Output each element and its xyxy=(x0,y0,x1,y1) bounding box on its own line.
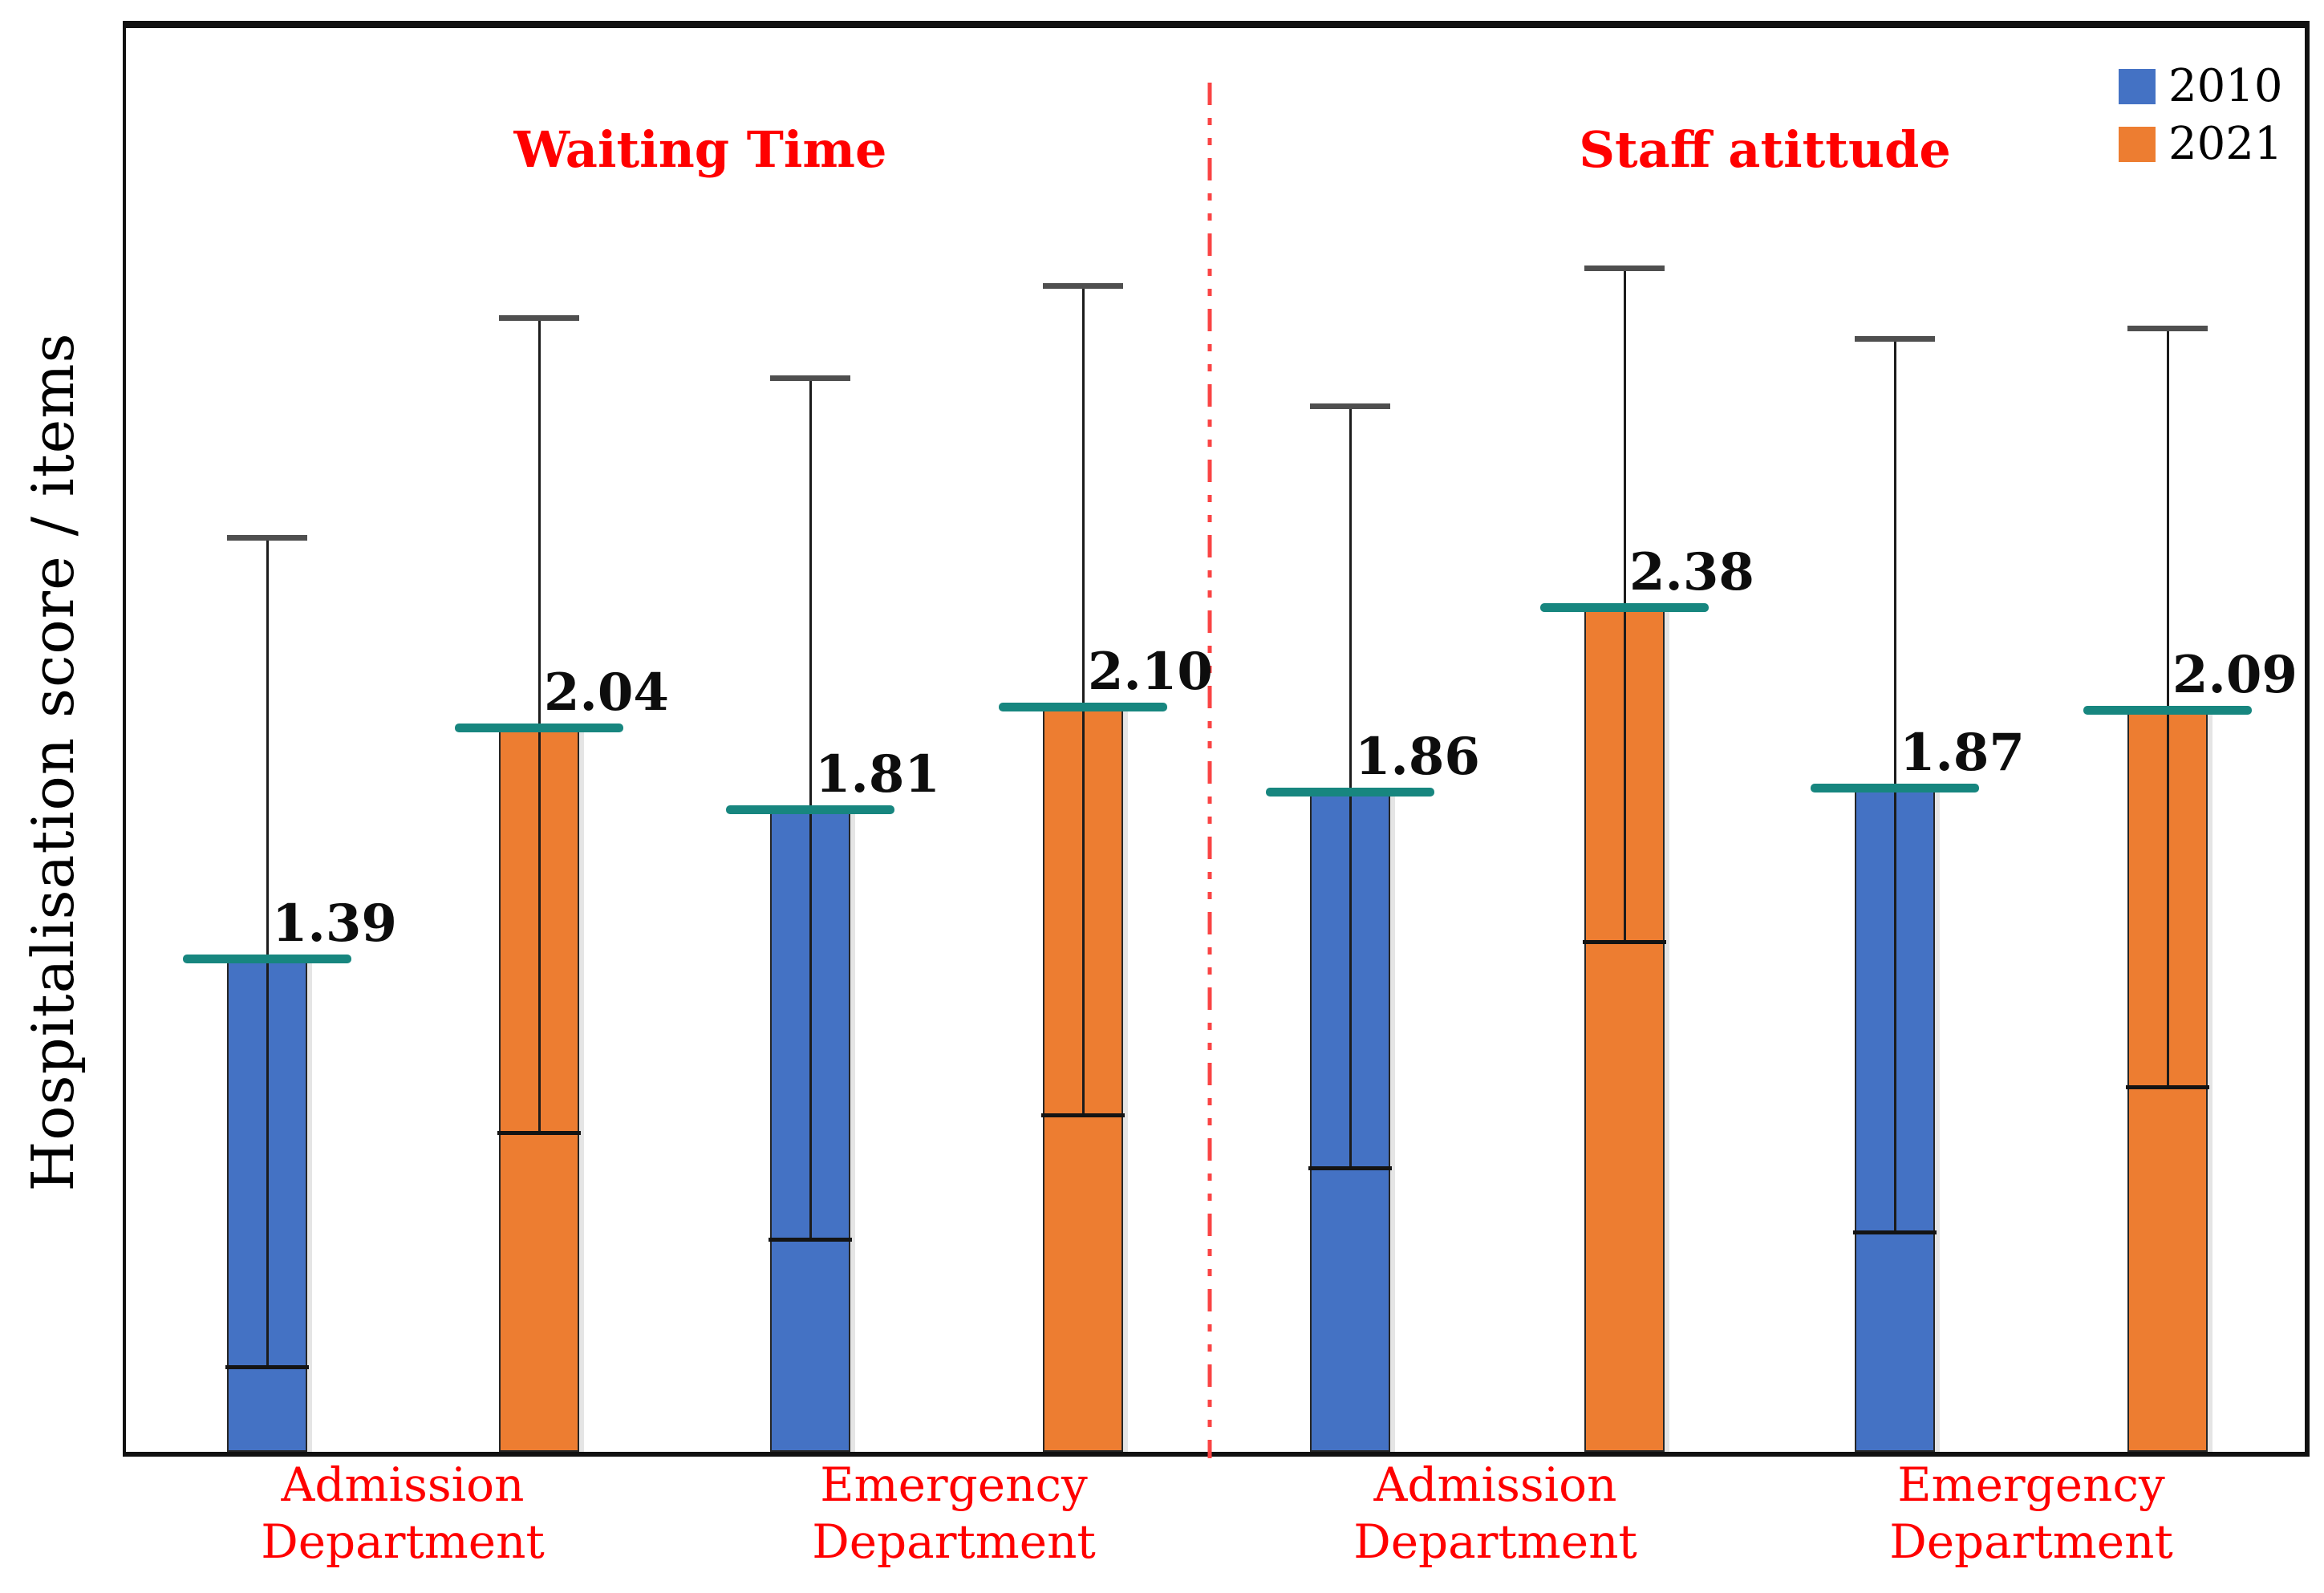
y-axis-label: Hospitalisation score / items xyxy=(19,332,87,1192)
x-axis-label-line2: Department xyxy=(1889,1514,2173,1569)
bar-value-label: 2.04 xyxy=(544,663,669,724)
error-cap-top xyxy=(770,375,850,381)
bar-value-label: 2.38 xyxy=(1629,542,1754,603)
x-axis-label-line1: Admission xyxy=(1373,1457,1617,1512)
bar-value-label: 1.86 xyxy=(1355,726,1480,787)
x-axis-label-staff-admission: Admission Department xyxy=(1353,1457,1637,1571)
bar-value-label: 1.81 xyxy=(815,744,940,805)
error-cap-top xyxy=(1043,282,1123,289)
error-cap-bottom xyxy=(1308,1166,1392,1171)
error-cap-bottom xyxy=(769,1237,852,1242)
legend-swatch-2021 xyxy=(2119,127,2156,162)
error-cap-top xyxy=(1855,336,1935,343)
x-axis-label-line1: Emergency xyxy=(820,1457,1088,1512)
x-axis-label-waiting-admission: Admission Department xyxy=(261,1457,545,1571)
x-axis-label-staff-emergency: Emergency Department xyxy=(1889,1457,2173,1571)
error-cap-top xyxy=(1310,403,1390,410)
error-bar-2010-waiting-admission xyxy=(266,537,269,1367)
bar-mean-marker xyxy=(2083,706,2252,715)
error-cap-bottom xyxy=(1853,1230,1937,1234)
bar-mean-marker xyxy=(999,702,1167,711)
error-bar-2021-waiting-emergency xyxy=(1081,285,1085,1116)
error-cap-top xyxy=(227,534,307,541)
x-axis-label-line2: Department xyxy=(812,1514,1096,1569)
bar-mean-marker xyxy=(455,724,623,733)
legend-label-2010: 2010 xyxy=(2168,60,2283,112)
error-cap-top xyxy=(1584,265,1665,271)
error-cap-bottom xyxy=(2126,1084,2209,1089)
bar-mean-marker xyxy=(726,805,894,814)
error-cap-bottom xyxy=(225,1364,309,1369)
bar-mean-marker xyxy=(1540,603,1709,613)
error-cap-bottom xyxy=(1041,1113,1125,1118)
error-cap-bottom xyxy=(1583,939,1666,944)
bar-value-label: 2.10 xyxy=(1088,641,1213,702)
x-axis-label-line2: Department xyxy=(1353,1514,1637,1569)
section-divider-line xyxy=(1207,83,1212,1458)
x-axis-label-line1: Emergency xyxy=(1897,1457,2165,1512)
legend-item-2010: 2010 xyxy=(2119,64,2283,109)
section-title-staff-attitude: Staff atittude xyxy=(1579,120,1951,179)
legend: 2010 2021 xyxy=(2119,64,2283,167)
section-title-waiting-time: Waiting Time xyxy=(513,120,887,179)
error-bar-2010-staff-admission xyxy=(1349,406,1352,1169)
bar-value-label: 1.87 xyxy=(1900,723,2025,784)
x-axis-label-line1: Admission xyxy=(281,1457,525,1512)
legend-label-2021: 2021 xyxy=(2168,118,2283,170)
bar-value-label: 1.39 xyxy=(272,893,397,954)
bar-value-label: 2.09 xyxy=(2172,645,2298,706)
x-axis-label-waiting-emergency: Emergency Department xyxy=(812,1457,1096,1571)
error-cap-bottom xyxy=(497,1131,581,1136)
error-cap-top xyxy=(2127,325,2208,331)
plot-frame xyxy=(123,21,2310,1457)
x-axis-label-line2: Department xyxy=(261,1514,545,1569)
legend-swatch-2010 xyxy=(2119,69,2156,104)
error-cap-top xyxy=(499,314,579,321)
bar-mean-marker xyxy=(1811,784,1979,793)
bar-mean-marker xyxy=(1266,787,1434,796)
bar-mean-marker xyxy=(183,954,351,963)
legend-item-2021: 2021 xyxy=(2119,122,2283,167)
